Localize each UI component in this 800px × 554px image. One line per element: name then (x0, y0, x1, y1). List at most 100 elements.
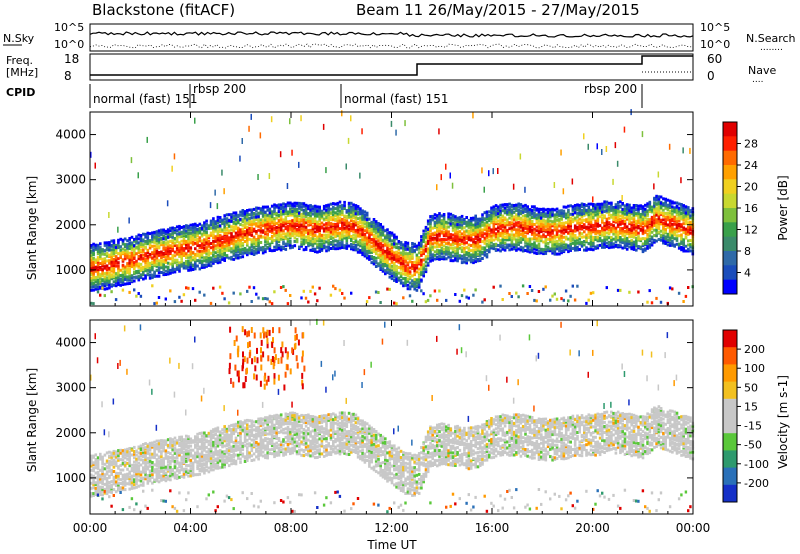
power-cell (533, 208, 536, 212)
power-cell (246, 253, 249, 257)
power-cell (94, 267, 98, 271)
power-cell (465, 234, 468, 238)
power-cell (225, 223, 229, 227)
power-cell (243, 249, 247, 253)
power-cell (334, 287, 337, 291)
velocity-cell (112, 494, 115, 497)
power-cell (196, 253, 199, 257)
power-cell (442, 257, 446, 261)
power-cell (544, 214, 548, 218)
power-cell (497, 205, 500, 209)
power-cell (234, 211, 238, 215)
power-cell (460, 250, 464, 253)
power-cell (497, 168, 499, 174)
power-cell (261, 297, 265, 301)
power-cell (130, 247, 134, 251)
power-cell (682, 218, 685, 222)
power-cell (384, 272, 387, 276)
power-cell (596, 222, 600, 226)
power-cell (662, 226, 665, 230)
power-cell (653, 224, 656, 227)
power-cell (454, 217, 457, 221)
power-cell (675, 228, 679, 231)
power-cell (250, 223, 254, 226)
power-cell (555, 210, 559, 214)
power-cell (114, 243, 118, 247)
power-cell (334, 227, 337, 231)
power-cell (562, 211, 566, 215)
power-cell (316, 209, 319, 213)
power-cell (198, 249, 202, 253)
power-cell (241, 230, 245, 234)
power-cell (399, 267, 403, 271)
power-cell (361, 240, 364, 244)
power-cell (232, 257, 236, 261)
power-cell (562, 225, 566, 229)
power-cell (359, 242, 362, 245)
power-cell (313, 224, 317, 228)
power-cell (451, 243, 455, 246)
power-cell (472, 218, 475, 222)
power-cell (101, 248, 104, 252)
power-cell (175, 258, 179, 262)
velocity-cell (94, 463, 98, 467)
power-cell (587, 232, 591, 236)
power-cell (270, 239, 274, 243)
power-cell (289, 219, 292, 223)
power-cell (119, 253, 122, 257)
power-cell (252, 239, 256, 243)
power-cell (508, 238, 511, 242)
power-cell (490, 246, 493, 250)
power-cell (130, 256, 134, 260)
velocity-cell (90, 464, 93, 468)
power-cell (458, 230, 462, 234)
power-cell (671, 241, 674, 245)
power-cell (381, 225, 385, 229)
power-cell (105, 281, 109, 285)
power-cell (363, 215, 366, 219)
power-cell (388, 248, 392, 251)
power-cell (90, 301, 93, 305)
power-cell (512, 224, 516, 228)
power-cell (194, 235, 197, 239)
power-cell (490, 236, 493, 240)
power-cell (451, 214, 455, 218)
power-cell (537, 213, 541, 217)
power-cell (404, 283, 407, 287)
power-cell (264, 236, 267, 240)
power-cell (277, 210, 281, 214)
power-cell (175, 244, 179, 248)
power-cell (497, 226, 500, 230)
power-cell (664, 206, 667, 210)
velocity-cell (108, 469, 111, 473)
power-cell (436, 227, 439, 231)
power-cell (341, 218, 344, 221)
power-cell (485, 252, 489, 256)
power-cell (429, 235, 432, 239)
power-cell (187, 286, 190, 290)
power-cell (162, 265, 165, 269)
power-cell (429, 256, 432, 260)
power-cell (564, 235, 568, 239)
power-cell (596, 205, 600, 209)
power-cell (223, 232, 226, 235)
power-cell (578, 226, 581, 229)
power-cell (526, 244, 529, 248)
power-cell (469, 238, 473, 242)
power-cell (332, 205, 335, 209)
power-cell (411, 250, 414, 254)
power-cell (481, 257, 484, 260)
power-cell (227, 231, 231, 235)
power-cell (207, 239, 211, 243)
power-cell (108, 280, 111, 284)
power-cell (255, 247, 258, 251)
power-cell (476, 245, 480, 249)
power-cell (569, 239, 572, 243)
power-cell (483, 228, 487, 232)
power-cell (307, 223, 310, 227)
power-cell (343, 226, 346, 230)
power-cell (623, 234, 627, 238)
power-cell (578, 203, 581, 207)
power-cell (445, 298, 448, 302)
power-cell (234, 213, 238, 217)
